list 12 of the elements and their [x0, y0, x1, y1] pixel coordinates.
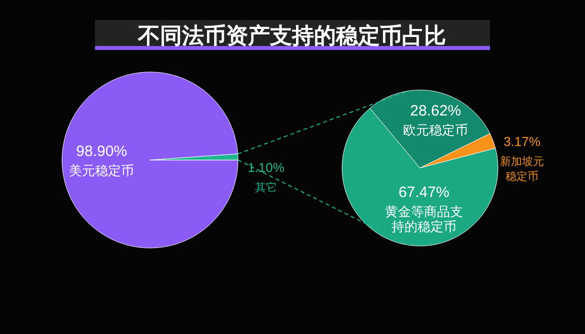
pie-slice — [62, 72, 238, 248]
slice-label: 新加坡元稳定币 — [500, 155, 544, 183]
data-label: 3.17% — [504, 134, 541, 149]
data-label: 1.10% — [248, 160, 285, 175]
slice-label: 美元稳定币 — [69, 163, 134, 178]
data-label: 67.47% — [398, 184, 450, 201]
slice-label: 其它 — [255, 181, 277, 194]
slice-label: 欧元稳定币 — [403, 122, 468, 138]
chart-title: 不同法币资产支持的稳定币占比 — [137, 23, 446, 48]
data-label: 28.62% — [410, 102, 462, 120]
slice-label: 黄金等商品支持的稳定币 — [384, 204, 463, 234]
data-label: 98.90% — [76, 143, 128, 160]
